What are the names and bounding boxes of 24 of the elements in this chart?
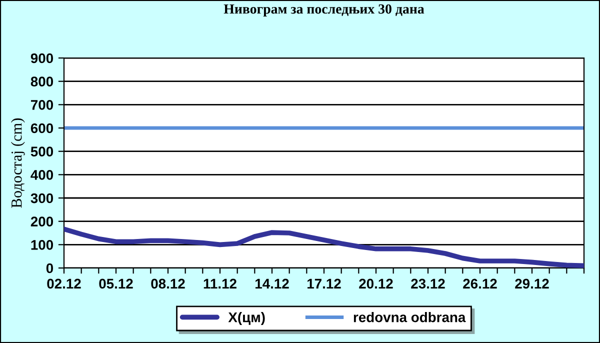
- y-tick-label: 200: [30, 216, 54, 227]
- x-tick-label: 05.12: [99, 278, 133, 289]
- y-tick-label: 500: [30, 146, 54, 157]
- y-tick-label: 300: [30, 193, 54, 204]
- x-tick-label: 29.12: [515, 278, 549, 289]
- y-tick-label: 600: [30, 123, 54, 134]
- x-tick-label: 26.12: [463, 278, 497, 289]
- y-axis-title: Водостај (cm): [11, 118, 25, 208]
- y-tick-label: 700: [31, 100, 54, 110]
- x-tick-label: 20.12: [359, 278, 393, 289]
- x-tick-label: 14.12: [256, 278, 289, 288]
- y-tick-label: 100: [31, 240, 54, 250]
- legend-label: X(цм): [228, 312, 265, 325]
- y-tick-label: 900: [30, 53, 54, 64]
- y-tick-label: 0: [46, 263, 54, 274]
- legend-label: redovna odbrana: [354, 312, 466, 322]
- y-tick-label: 400: [30, 170, 54, 180]
- chart-title: Нивограм за последњих 30 дана: [224, 4, 424, 17]
- y-tick-label: 800: [30, 76, 54, 87]
- x-tick-label: 17.12: [308, 278, 341, 288]
- x-tick-label: 08.12: [151, 278, 185, 289]
- x-tick-label: 23.12: [411, 278, 445, 289]
- x-tick-label: 02.12: [47, 278, 81, 289]
- x-tick-label: 11.12: [204, 278, 236, 288]
